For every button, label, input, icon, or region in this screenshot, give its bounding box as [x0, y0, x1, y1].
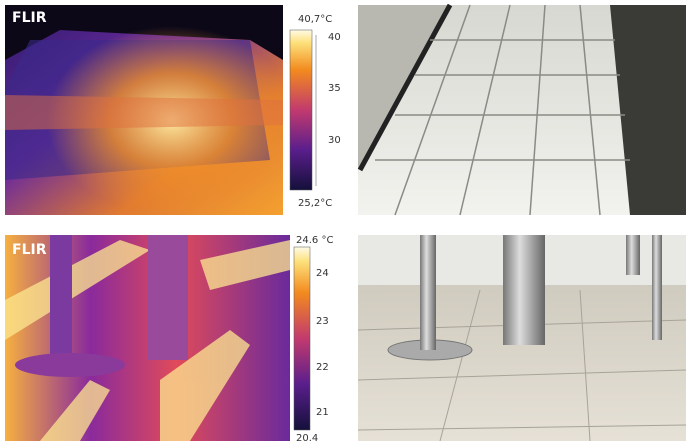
scale-tick: 40 — [328, 32, 341, 43]
scale-max: 24.6 °C — [296, 235, 333, 246]
scale-min: 25,2°C — [298, 198, 332, 209]
logo: FLIR — [12, 242, 47, 258]
scale-min: 20.4 — [296, 433, 318, 444]
photo-1 — [357, 3, 686, 216]
scale-tick: 21 — [316, 407, 329, 418]
scale-max: 40,7°C — [298, 14, 332, 25]
logo: FLIR — [12, 10, 47, 26]
photo-2 — [357, 235, 687, 442]
scale-tick: 22 — [316, 362, 329, 373]
thermal-image-1: FLIR — [5, 5, 283, 215]
scale-tick: 24 — [316, 268, 329, 279]
scale-tick: 35 — [328, 83, 341, 94]
thermal-image-2: FLIR — [5, 235, 290, 441]
scale-tick: 23 — [316, 316, 329, 327]
color-scale-1: 40,7°C 40 35 30 25,2°C — [289, 14, 341, 209]
color-scale-2: 24.6 °C 24 23 22 21 20.4 — [293, 235, 333, 444]
scale-tick: 30 — [328, 135, 341, 146]
